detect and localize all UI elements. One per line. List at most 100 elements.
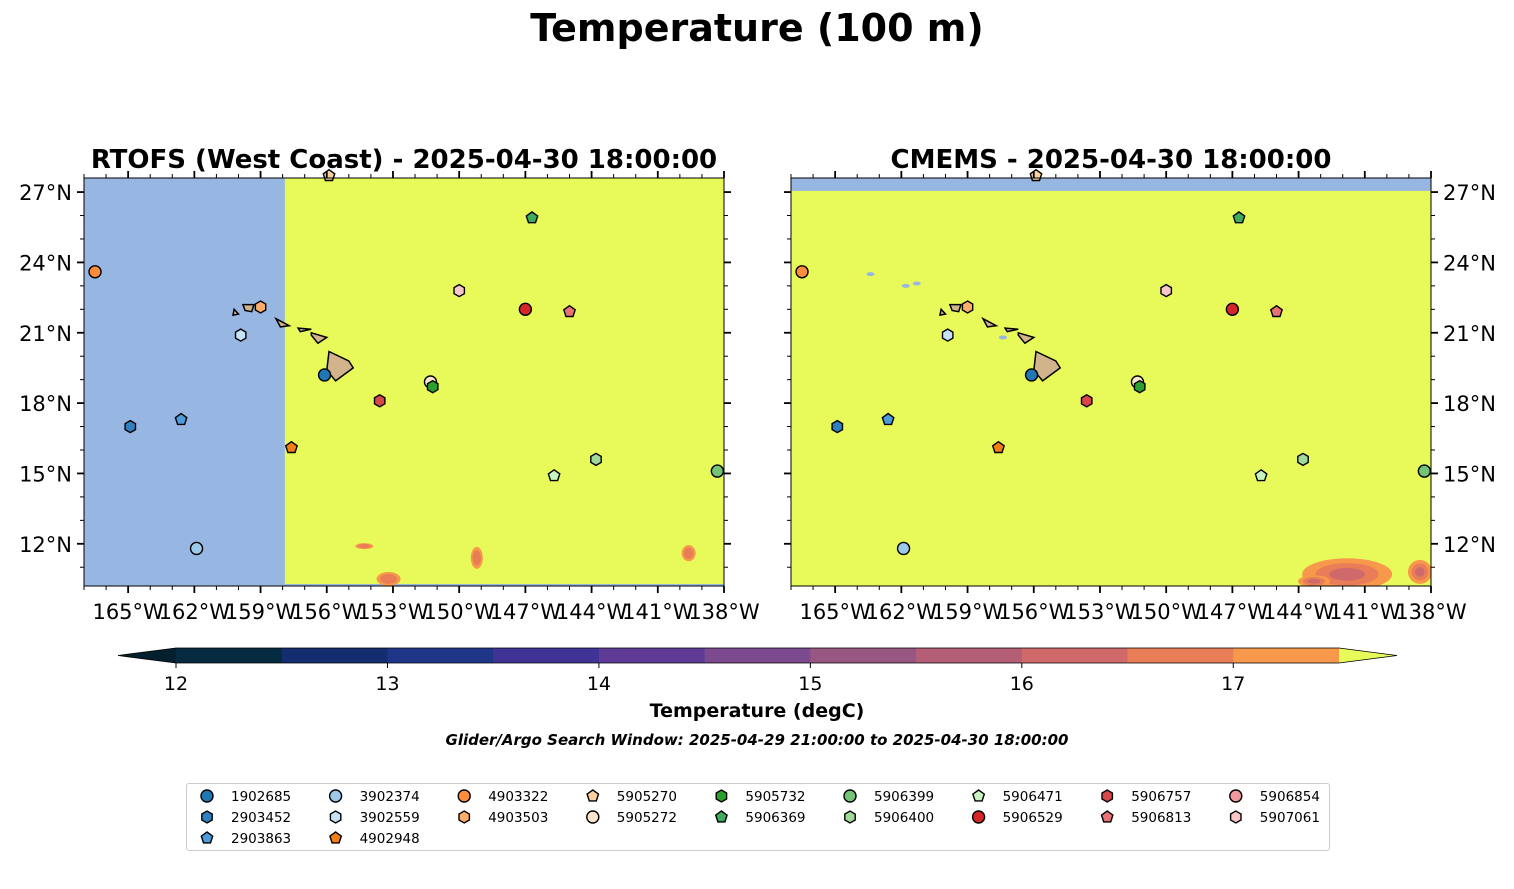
map-panel-right: 165°W162°W159°W156°W153°W150°W147°W144°W… (784, 145, 1496, 624)
colorbar-segment (1021, 648, 1129, 663)
profile-5907061 (1160, 283, 1173, 298)
colorbar-tick-label: 14 (587, 673, 611, 695)
no-data-region (791, 178, 1431, 191)
panel-title: RTOFS (West Coast) - 2025-04-30 18:00:00 (91, 145, 717, 175)
legend-marker (329, 810, 342, 824)
colorbar-tick-label: 12 (164, 673, 188, 695)
legend-marker (458, 810, 471, 824)
y-tick-label: 12°N (19, 533, 72, 557)
legend-marker (714, 810, 728, 823)
legend-item: 3902374 (328, 789, 420, 805)
legend-marker (457, 789, 471, 803)
profile-5906400 (1297, 452, 1309, 467)
profile-5907061 (453, 283, 466, 298)
colorbar-tick-label: 13 (375, 673, 399, 695)
profile-5906369 (1232, 211, 1246, 224)
x-tick-label: 159°W (932, 600, 1004, 624)
x-tick-label: 156°W (291, 600, 363, 624)
y-tick-label: 15°N (1443, 462, 1496, 486)
legend-label: 4903503 (488, 810, 548, 826)
profile-2903863 (881, 412, 895, 426)
x-tick-label: 144°W (1263, 600, 1335, 624)
legend-label: 3902559 (360, 810, 420, 826)
legend-marker (328, 789, 343, 803)
legend-label: 3902374 (360, 789, 420, 805)
map-field (84, 178, 724, 586)
legend-marker (971, 810, 986, 824)
search-window-note: Glider/Argo Search Window: 2025-04-29 21… (445, 731, 1069, 749)
x-tick-label: 156°W (998, 600, 1070, 624)
legend-item: 5906399 (843, 789, 934, 805)
colorbar-under-extend (118, 648, 176, 663)
profile-5906471 (547, 468, 561, 482)
shallow-speck (866, 272, 875, 277)
legend-item: 2903452 (201, 810, 291, 826)
x-tick-label: 141°W (1329, 600, 1401, 624)
legend-label: 5906529 (1003, 810, 1063, 826)
x-tick-label: 162°W (866, 600, 938, 624)
legend-marker (1229, 810, 1242, 824)
legend-label: 5905270 (617, 789, 677, 805)
temperature-field (791, 178, 1431, 586)
profile-3902559 (941, 328, 954, 342)
x-tick-label: 153°W (1064, 600, 1136, 624)
colorbar-label: Temperature (degC) (649, 700, 865, 722)
island-niihau (232, 307, 240, 317)
profile-4903322 (795, 265, 809, 279)
legend-item: 5905270 (586, 789, 677, 805)
x-tick-label: 159°W (225, 600, 297, 624)
y-tick-label: 21°N (19, 322, 72, 346)
island-maui (1017, 331, 1036, 345)
colorbar-segment (1127, 648, 1234, 663)
profile-5906813 (1269, 304, 1284, 318)
legend-marker (843, 789, 857, 803)
colorbar-segment (493, 648, 600, 663)
legend: 1902685 2903452 2903863 3902374 3902559 49029… (186, 783, 1330, 851)
x-tick-label: 165°W (92, 600, 164, 624)
y-tick-label: 24°N (19, 251, 72, 275)
profile-5906369 (525, 211, 539, 224)
colorbar-segment (387, 648, 494, 663)
island-oahu (274, 316, 292, 328)
legend-marker (1100, 810, 1114, 823)
profile-3902374 (189, 541, 204, 556)
profile-5906400 (590, 452, 602, 467)
y-tick-label: 18°N (19, 392, 72, 416)
y-tick-label: 27°N (19, 181, 72, 205)
x-tick-label: 138°W (1395, 600, 1467, 624)
legend-marker (715, 789, 728, 803)
no-data-strip (284, 584, 724, 586)
legend-item: 5906813 (1100, 810, 1191, 826)
island-maui (310, 331, 329, 345)
x-tick-label: 150°W (1130, 600, 1202, 624)
profile-5905732 (1133, 379, 1146, 394)
colorbar-tick-label: 15 (798, 673, 822, 695)
legend-label: 5906399 (874, 789, 934, 805)
legend-marker (844, 810, 856, 824)
profile-5906471 (1254, 468, 1268, 482)
y-tick-label: 21°N (1443, 322, 1496, 346)
y-tick-label: 24°N (1443, 251, 1496, 275)
profile-5905732 (426, 379, 439, 394)
profile-1902685 (317, 368, 332, 382)
island-kauai (948, 303, 962, 313)
profile-3902374 (896, 541, 911, 556)
legend-label: 2903452 (231, 810, 291, 826)
legend-marker (1229, 789, 1243, 803)
legend-marker (200, 831, 214, 844)
warm-patch (1415, 567, 1425, 577)
legend-marker (586, 789, 600, 802)
shallow-speck (912, 281, 921, 286)
y-tick-label: 15°N (19, 462, 72, 486)
colorbar-segment (598, 648, 706, 663)
legend-item: 4903322 (457, 789, 548, 805)
colorbar-over-extend (1339, 648, 1397, 663)
island-hawaii (326, 350, 355, 382)
warm-patch (1307, 578, 1321, 584)
legend-label: 5906400 (874, 810, 934, 826)
legend-item: 5906400 (844, 810, 934, 826)
legend-marker (972, 789, 986, 802)
legend-item: 1902685 (200, 789, 291, 805)
legend-label: 5906813 (1131, 810, 1191, 826)
